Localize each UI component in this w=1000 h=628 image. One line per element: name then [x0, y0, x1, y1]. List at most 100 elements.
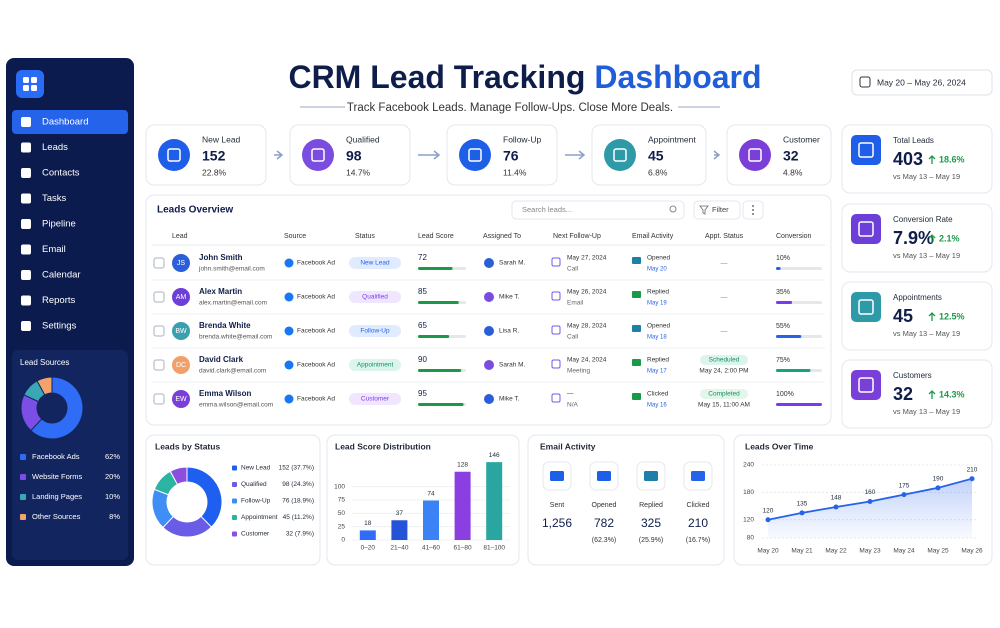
legend-swatch — [232, 465, 237, 471]
more-dot — [752, 213, 754, 215]
avatar — [172, 322, 190, 340]
filter-label: Filter — [712, 205, 729, 214]
funnel-glyph — [167, 148, 181, 162]
point-label: 160 — [865, 489, 876, 496]
funnel-rate: 4.8% — [783, 167, 803, 177]
column-header: Next Follow-Up — [553, 233, 601, 240]
legend-label: Other Sources — [32, 512, 81, 521]
row-checkbox[interactable] — [153, 291, 165, 303]
email-icon — [632, 291, 641, 298]
email-icon — [632, 325, 641, 332]
conversion-bar — [776, 335, 802, 338]
funnel-label: Qualified — [346, 134, 380, 144]
row-checkbox[interactable] — [153, 359, 165, 371]
legend-value: 8% — [109, 512, 120, 521]
kpi-value: 7.9% — [893, 228, 934, 248]
y-tick-label: 100 — [334, 483, 345, 490]
funnel-label: Follow-Up — [503, 134, 542, 144]
x-tick-label: May 20 — [757, 548, 779, 555]
legend-value: 32 (7.9%) — [286, 531, 314, 538]
point-label: 210 — [967, 466, 978, 473]
lead-score: 72 — [418, 253, 427, 262]
kpi-period: vs May 13 – May 19 — [893, 251, 960, 260]
email-date: May 19 — [647, 301, 667, 307]
avatar-initials: AM — [176, 294, 187, 301]
search-box[interactable] — [511, 200, 685, 220]
row-checkbox[interactable] — [153, 257, 165, 269]
email-icon — [632, 359, 641, 366]
legend-value: 62% — [105, 452, 120, 461]
column-header: Email Activity — [632, 233, 674, 240]
lead-score: 95 — [418, 389, 427, 398]
email-icon — [632, 257, 641, 264]
x-tick-label: May 23 — [859, 548, 881, 555]
nav-item[interactable]: Pipeline — [42, 219, 76, 230]
point-label: 135 — [797, 501, 808, 508]
funnel-rate: 11.4% — [503, 167, 527, 177]
y-tick-label: 25 — [338, 523, 346, 530]
funnel-glyph — [468, 148, 482, 162]
bar — [454, 471, 471, 540]
legend-swatch — [20, 474, 26, 480]
nav-item[interactable]: Contacts — [42, 168, 80, 179]
funnel-count: 76 — [503, 148, 519, 164]
column-header: Lead Score — [418, 233, 454, 240]
y-tick-label: 120 — [743, 516, 754, 523]
conversion-bar — [776, 369, 811, 372]
lead-name: David Clark — [199, 355, 244, 364]
title-highlight: Dashboard — [594, 59, 761, 95]
nav-item[interactable]: Settings — [42, 321, 77, 332]
funnel-count: 98 — [346, 148, 362, 164]
email-metric-rate: (25.9%) — [639, 537, 664, 544]
avatar-initials: EW — [175, 396, 187, 403]
avatar-initials: BW — [175, 328, 187, 335]
conversion-label: 75% — [776, 357, 790, 364]
legend-value: 45 (11.2%) — [283, 514, 314, 521]
legend-swatch — [20, 514, 26, 520]
point — [969, 476, 975, 482]
nav-item[interactable]: Email — [42, 244, 66, 255]
followup-date: May 27, 2024 — [567, 255, 607, 262]
point — [799, 510, 805, 516]
source: Facebook Ad — [297, 396, 335, 403]
bar — [486, 462, 503, 540]
x-tick-label: May 26 — [961, 548, 983, 555]
column-header: Assigned To — [483, 233, 521, 240]
nav-item[interactable]: Leads — [42, 142, 68, 153]
bar-label: 18 — [364, 520, 372, 527]
assignee-avatar — [484, 360, 494, 370]
nav-item[interactable]: Calendar — [42, 270, 81, 281]
conversion-label: 35% — [776, 289, 790, 296]
legend-swatch — [232, 531, 237, 537]
logo[interactable] — [16, 70, 44, 98]
bar-label: 37 — [396, 510, 404, 517]
point-label: 120 — [763, 507, 774, 514]
email-status: Opened — [647, 255, 671, 262]
kpi-change: 2.1% — [939, 233, 960, 243]
legend-swatch — [20, 494, 26, 500]
date-picker[interactable] — [851, 69, 993, 96]
appt-time: May 15, 11:00 AM — [698, 402, 750, 409]
x-tick-label: 21–40 — [390, 545, 408, 552]
conversion-bar — [776, 403, 822, 406]
funnel-icon — [604, 139, 636, 171]
avatar — [172, 356, 190, 374]
conversion-label: 100% — [776, 391, 794, 398]
nav-item[interactable]: Dashboard — [42, 117, 88, 128]
nav-item[interactable]: Tasks — [42, 193, 67, 204]
filter-button[interactable] — [693, 200, 741, 220]
row-checkbox[interactable] — [153, 325, 165, 337]
row-checkbox[interactable] — [153, 393, 165, 405]
panel-title: Leads by Status — [155, 441, 220, 451]
facebook-icon — [284, 292, 294, 302]
calendar-icon — [859, 76, 871, 88]
email-glyph — [597, 471, 611, 481]
nav-item[interactable]: Reports — [42, 295, 76, 306]
kpi-value: 45 — [893, 306, 913, 326]
x-tick-label: May 25 — [927, 548, 949, 555]
kpi-glyph — [858, 377, 874, 393]
email-metric-label: Opened — [592, 502, 617, 509]
legend-swatch — [232, 498, 237, 504]
funnel-arrow — [565, 150, 586, 160]
x-tick-label: 0–20 — [361, 545, 376, 552]
